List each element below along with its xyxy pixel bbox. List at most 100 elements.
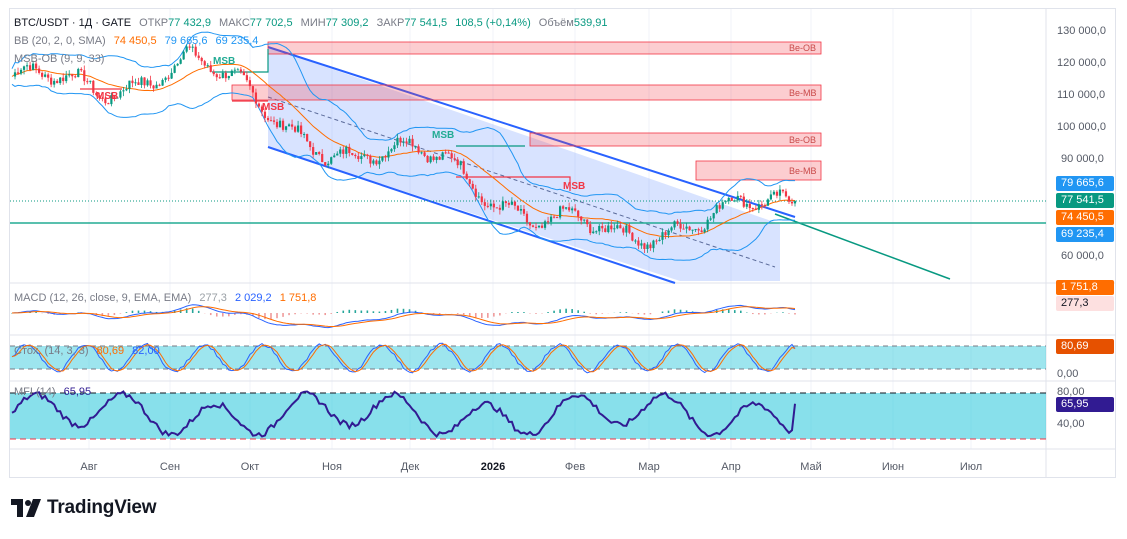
candle-body <box>724 201 727 203</box>
macd-signal-tag: 1 751,8 <box>1056 280 1114 295</box>
macd-hist-bar <box>625 312 628 313</box>
candle-body <box>393 145 396 150</box>
candle-body <box>272 120 276 122</box>
candle-body <box>203 61 206 66</box>
month-label: Фев <box>564 461 586 473</box>
price-tick: 60 000,0 <box>1061 250 1104 262</box>
candle-body <box>685 226 688 229</box>
symbol-label[interactable]: BTC/USDT · 1Д · GATE <box>14 17 132 29</box>
macd-hist-bar <box>565 308 567 313</box>
candle-body <box>230 70 233 77</box>
macd-legend[interactable]: MACD (12, 26, close, 9, EMA, EMA) 277,3 … <box>14 292 321 305</box>
candle-body <box>658 239 661 242</box>
macd-hist-bar <box>782 312 784 313</box>
close-label: ЗАКР <box>376 17 405 29</box>
candle-body <box>444 152 447 154</box>
candle-body <box>604 228 607 232</box>
macd-hist-bar <box>535 313 537 314</box>
candle-body <box>245 75 248 81</box>
macd-hist-bar <box>523 312 525 313</box>
candle-body <box>619 225 622 229</box>
macd-hist-bar <box>661 311 664 313</box>
candle-body <box>44 74 47 77</box>
chart-frame[interactable]: BTC/USDT · 1Д · GATE ОТКР77 432,9 МАКС77… <box>9 8 1116 478</box>
macd-hist-bar <box>288 313 290 316</box>
candle-body <box>74 76 77 78</box>
mfi-legend[interactable]: MFI (14) 65,95 <box>14 386 96 399</box>
candle-body <box>414 146 417 148</box>
candle-body <box>519 209 523 211</box>
candle-body <box>209 65 212 72</box>
candle-body <box>233 69 236 71</box>
candle-body <box>191 46 194 48</box>
macd-hist-bar <box>589 313 592 314</box>
candle-body <box>676 221 679 224</box>
macd-hist-bar <box>330 313 333 314</box>
macd-hist-bar <box>107 313 110 317</box>
candle-body <box>649 244 652 249</box>
chart-canvas[interactable] <box>10 9 1116 478</box>
macd-hist-bar <box>384 311 387 313</box>
candle-body <box>640 243 643 246</box>
candle-body <box>197 55 200 58</box>
candle-body <box>375 160 378 165</box>
candle-body <box>763 205 766 207</box>
bb-upper-band <box>11 31 795 215</box>
macd-hist-bar <box>318 313 320 315</box>
candle-body <box>101 97 104 99</box>
month-label: Сен <box>159 461 181 473</box>
tradingview-logo[interactable]: TradingView <box>11 497 157 519</box>
tradingview-logo-text: TradingView <box>47 497 157 518</box>
candle-body <box>336 153 339 156</box>
macd-hist-bar <box>493 313 495 317</box>
stoch-legend[interactable]: Стох. (14, 3, 3) 80,69 82,00 <box>14 345 165 358</box>
candle-body <box>631 232 634 241</box>
macd-hist-bar <box>366 310 369 313</box>
candle-body <box>77 68 80 78</box>
candle-body <box>131 80 134 84</box>
candle-body <box>643 243 646 250</box>
candle-body <box>34 63 38 69</box>
channel-mid-line <box>267 96 776 268</box>
candle-body <box>25 65 29 67</box>
macd-hist-bar <box>276 313 278 319</box>
macd-hist-bar <box>342 310 345 313</box>
candle-body <box>664 232 667 236</box>
macd-hist-bar <box>685 310 688 313</box>
candle-body <box>266 117 270 121</box>
candle-body <box>555 217 559 219</box>
mfi-axis-tick: 40,00 <box>1057 418 1085 430</box>
candle-body <box>592 231 595 234</box>
candle-body <box>257 103 261 107</box>
month-label: Окт <box>240 461 260 473</box>
bb-basis-line <box>11 63 796 238</box>
candle-body <box>19 69 23 74</box>
macd-hist-bar <box>336 311 339 313</box>
candle-body <box>465 173 468 180</box>
msb-legend[interactable]: MSB-OB (9, 9, 33) <box>14 53 109 66</box>
msb-label-3: MSB <box>96 91 119 102</box>
macd-hist-bar <box>264 313 266 320</box>
candle-body <box>122 90 125 92</box>
bb-legend[interactable]: BB (20, 2, 0, SMA) 74 450,5 79 665,6 69 … <box>14 35 263 48</box>
macd-hist-bar <box>402 308 405 313</box>
candle-body <box>694 229 697 231</box>
candle-body <box>342 149 345 154</box>
candle-body <box>432 156 435 160</box>
candle-body <box>92 80 95 93</box>
macd-hist-bar <box>234 313 236 315</box>
high-value: 77 702,5 <box>249 17 293 29</box>
candle-body <box>471 183 474 189</box>
candle-body <box>22 66 26 70</box>
bb-name: BB (20, 2, 0, SMA) <box>14 35 106 47</box>
candle-body <box>330 157 333 164</box>
candle-body <box>568 207 571 211</box>
channel-lower-line <box>267 146 676 284</box>
macd-hist-bar <box>354 310 357 313</box>
candle-body <box>182 51 185 60</box>
candle-body <box>715 205 718 214</box>
candle-body <box>134 82 137 84</box>
macd-hist-bar <box>390 309 393 313</box>
candle-body <box>754 208 757 210</box>
candle-body <box>173 65 176 73</box>
